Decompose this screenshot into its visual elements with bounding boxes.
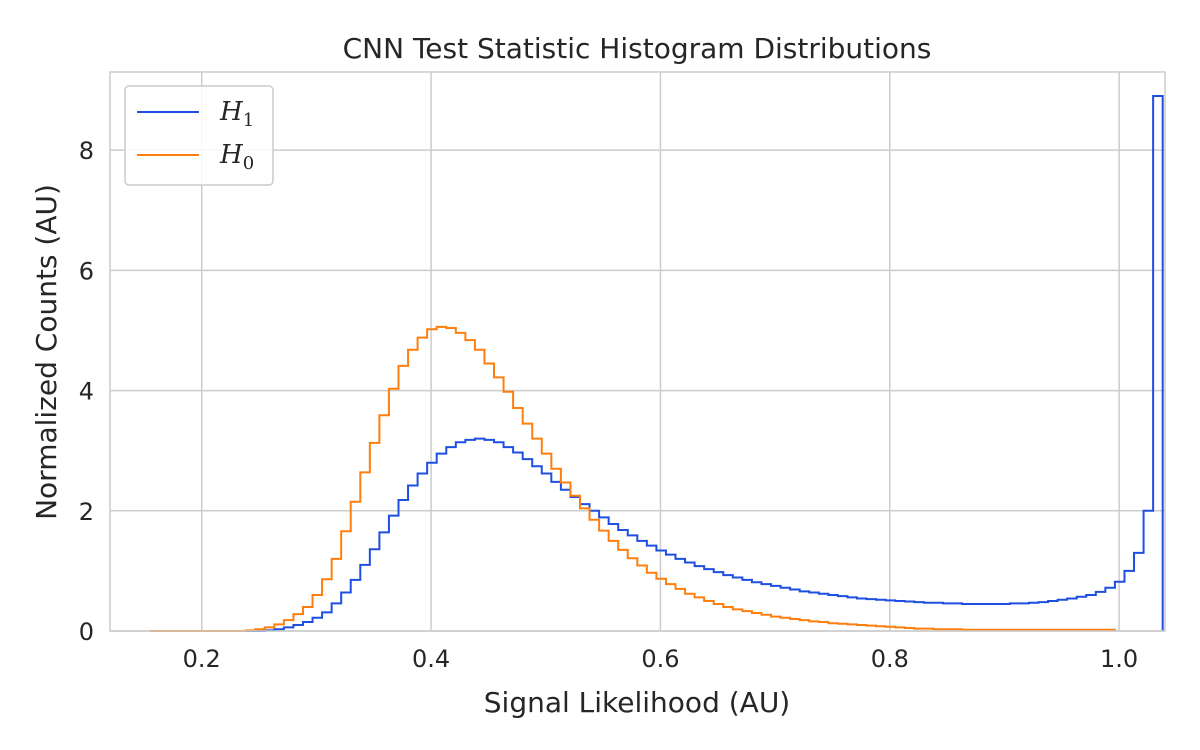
legend-symbol-h0: H — [219, 140, 244, 170]
legend-label-h1: H1 — [219, 97, 254, 131]
legend-subscript-h1: 1 — [243, 110, 254, 131]
histogram-series-h0 — [150, 325, 1116, 632]
x-tick-label: 0.8 — [871, 645, 909, 673]
plot-frame — [109, 71, 1166, 632]
legend-symbol-h1: H — [219, 97, 244, 127]
series-layer — [150, 95, 1164, 632]
y-tick-label: 6 — [79, 257, 94, 285]
y-tick-label: 2 — [79, 498, 94, 526]
x-tick-label: 1.0 — [1100, 645, 1138, 673]
legend-subscript-h0: 0 — [243, 153, 254, 174]
legend-label-h0: H0 — [219, 140, 254, 174]
chart-title: CNN Test Statistic Histogram Distributio… — [343, 32, 932, 65]
y-tick-label: 0 — [79, 618, 94, 646]
tick-labels: 0.2 0.4 0.6 0.8 1.0 0 2 4 6 8 — [79, 137, 1138, 673]
histogram-series-h1 — [150, 95, 1164, 632]
legend: H1 H0 — [124, 85, 274, 186]
legend-box — [124, 85, 274, 186]
x-tick-label: 0.4 — [412, 645, 450, 673]
x-tick-label: 0.6 — [641, 645, 679, 673]
y-tick-label: 4 — [79, 378, 94, 406]
y-tick-label: 8 — [79, 137, 94, 165]
y-axis-title: Normalized Counts (AU) — [30, 184, 63, 520]
x-tick-label: 0.2 — [183, 645, 221, 673]
x-axis-title: Signal Likelihood (AU) — [484, 686, 790, 719]
